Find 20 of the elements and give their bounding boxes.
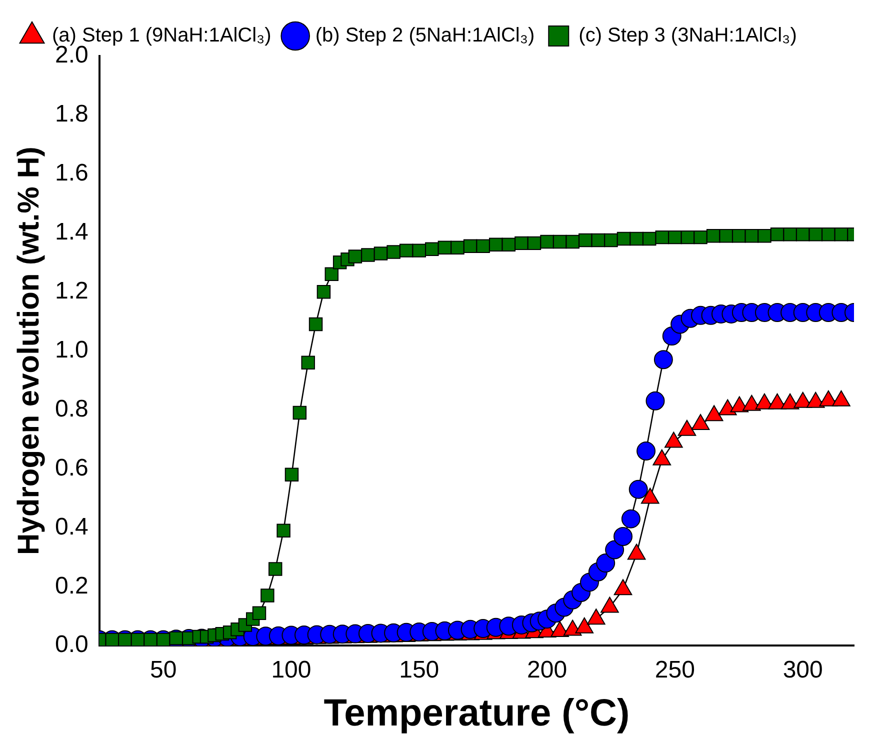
x-tick-label: 300: [782, 656, 823, 684]
y-tick-label: 0.0: [54, 631, 88, 658]
y-tick-label: 0.8: [54, 395, 88, 422]
y-tick-label: 1.4: [54, 218, 88, 246]
y-axis-title: Hydrogen evolution (wt.% H): [12, 146, 46, 555]
y-tick-label: 1.8: [54, 100, 88, 128]
y-tick-label: 1.2: [54, 277, 88, 304]
x-tick-label: 150: [399, 656, 440, 684]
x-tick-label: 100: [271, 656, 312, 684]
x-tick-label: 50: [150, 656, 177, 684]
legend-label: (b) Step 2 (5NaH:1AlCl₃): [315, 24, 535, 47]
x-tick-label: 200: [527, 656, 568, 684]
y-tick-label: 0.6: [54, 454, 88, 482]
y-tick-label: 0.4: [54, 513, 88, 540]
x-tick-label: 250: [654, 656, 695, 684]
y-tick-label: 1.0: [54, 336, 88, 364]
y-tick-label: 1.6: [54, 160, 88, 187]
y-tick-label: 0.2: [54, 572, 88, 600]
x-axis-title: Temperature (°C): [324, 692, 630, 735]
legend-label: (c) Step 3 (3NaH:1AlCl₃): [578, 24, 797, 47]
